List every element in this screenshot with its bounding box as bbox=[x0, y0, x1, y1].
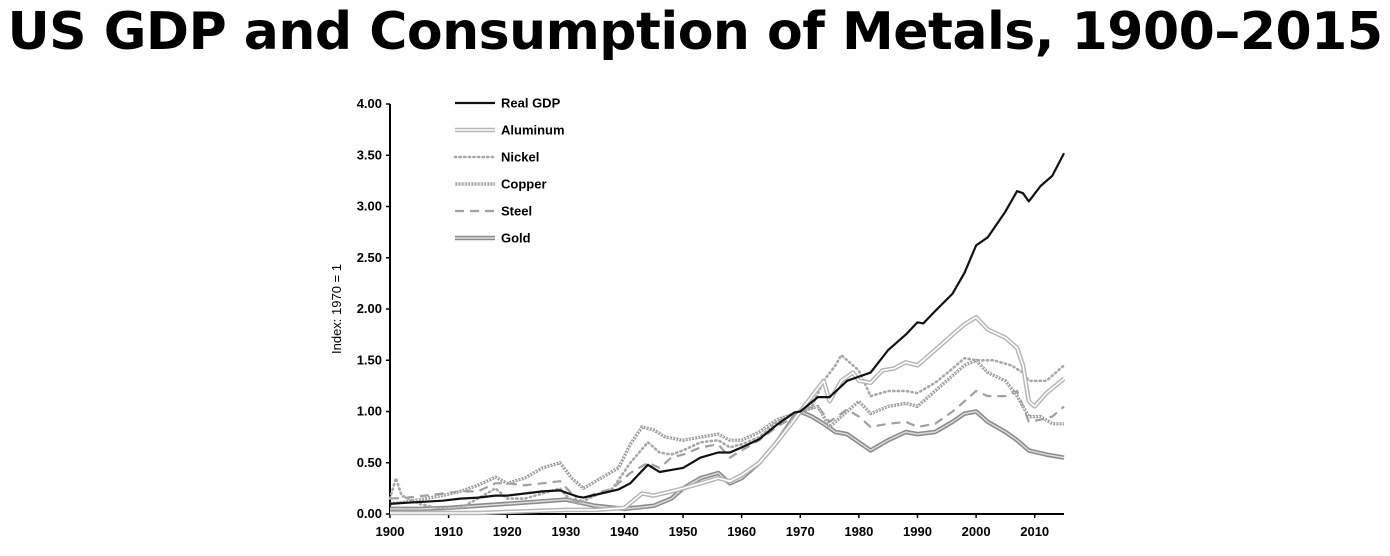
chart-title: US GDP and Consumption of Metals, 1900–2… bbox=[7, 2, 1383, 62]
y-tick-label: 2.00 bbox=[357, 301, 382, 316]
x-tick-label: 1960 bbox=[727, 524, 756, 539]
legend-item-real-gdp: Real GDP bbox=[455, 96, 561, 111]
legend: Real GDP Aluminum Nickel Copper Steel Gold bbox=[453, 96, 565, 246]
series-line-inner-aluminum bbox=[390, 316, 1065, 514]
legend-label: Steel bbox=[501, 204, 532, 219]
series-copper bbox=[389, 358, 1064, 506]
series-nickel bbox=[388, 353, 1066, 511]
y-tick-label: 4.00 bbox=[357, 96, 382, 111]
x-tick-label: 1970 bbox=[786, 524, 815, 539]
series-line-inner-copper bbox=[389, 359, 1064, 505]
x-tick-label: 1900 bbox=[376, 524, 405, 539]
x-tick-label: 1920 bbox=[493, 524, 522, 539]
y-tick-label: 1.00 bbox=[357, 404, 382, 419]
y-tick-label: 2.50 bbox=[357, 250, 382, 265]
series-line-gold bbox=[390, 409, 1065, 512]
x-tick-label: 1930 bbox=[551, 524, 580, 539]
legend-item-gold: Gold bbox=[455, 231, 531, 246]
y-tick-label: 0.00 bbox=[357, 506, 382, 521]
series-real-gdp bbox=[389, 152, 1065, 505]
y-tick-label: 3.00 bbox=[357, 199, 382, 214]
x-tick-label: 1950 bbox=[669, 524, 698, 539]
legend-label: Copper bbox=[501, 177, 547, 192]
y-tick-label: 1.50 bbox=[357, 352, 382, 367]
legend-item-nickel: Nickel bbox=[453, 150, 539, 165]
legend-label: Real GDP bbox=[501, 96, 561, 111]
x-tick-label: 1940 bbox=[610, 524, 639, 539]
y-tick-label: 3.50 bbox=[357, 147, 382, 162]
legend-item-aluminum: Aluminum bbox=[455, 123, 565, 138]
series-line-inner-gold bbox=[390, 410, 1065, 510]
series-lines bbox=[388, 152, 1066, 516]
series-line-real-gdp bbox=[389, 152, 1065, 505]
legend-label: Aluminum bbox=[501, 123, 565, 138]
x-tick-labels: 1900 1910 1920 1930 1940 1950 1960 1970 1980 1990… bbox=[376, 514, 1049, 539]
legend-item-copper: Copper bbox=[455, 177, 547, 192]
y-tick-label: 0.50 bbox=[357, 455, 382, 470]
x-tick-label: 1980 bbox=[844, 524, 873, 539]
series-aluminum bbox=[390, 314, 1066, 516]
legend-label: Gold bbox=[501, 231, 531, 246]
y-axis-title: Index: 1970 = 1 bbox=[329, 264, 344, 354]
x-tick-label: 2010 bbox=[1020, 524, 1049, 539]
y-tick-labels: 0.00 0.50 1.00 1.50 2.00 2.50 3.00 3.50 4.00 bbox=[357, 96, 390, 521]
x-tick-label: 1910 bbox=[434, 524, 463, 539]
series-line-nickel bbox=[388, 353, 1066, 511]
series-gold bbox=[390, 409, 1065, 512]
legend-label: Nickel bbox=[501, 150, 539, 165]
legend-item-steel: Steel bbox=[455, 204, 532, 219]
x-tick-label: 1990 bbox=[903, 524, 932, 539]
x-tick-label: 2000 bbox=[962, 524, 991, 539]
